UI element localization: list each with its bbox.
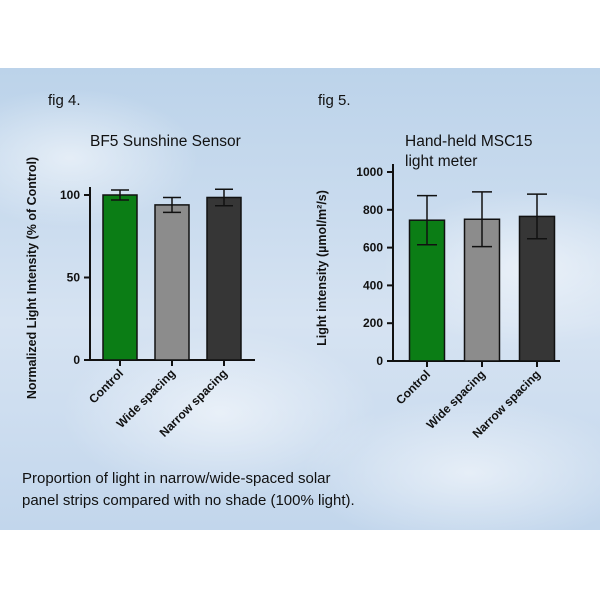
chart2-y-tick-label: 400 bbox=[363, 278, 383, 292]
chart2-y-tick-label: 200 bbox=[363, 316, 383, 330]
chart2-y-axis-label: Light intensity (µmol/m²/s) bbox=[315, 190, 329, 346]
chart1-title: BF5 Sunshine Sensor bbox=[90, 133, 241, 150]
chart2-bar bbox=[518, 215, 556, 362]
chart1-y-tick-label: 50 bbox=[67, 271, 81, 285]
background-cloud bbox=[300, 398, 600, 530]
chart1-bar bbox=[154, 204, 190, 361]
chart1-y-tick-label: 0 bbox=[73, 353, 80, 367]
chart2-y-tick-label: 0 bbox=[376, 354, 383, 368]
chart2-y-tick-label: 600 bbox=[363, 241, 383, 255]
chart2-category-label: Control bbox=[393, 367, 433, 407]
chart2-title-line1: Hand-held MSC15 bbox=[405, 133, 533, 150]
chart2-y-tick-label: 800 bbox=[363, 203, 383, 217]
fig5-label: fig 5. bbox=[318, 92, 351, 109]
chart1-y-tick-label: 100 bbox=[60, 188, 80, 202]
caption-line-2: panel strips compared with no shade (100… bbox=[22, 492, 355, 509]
caption-line-1: Proportion of light in narrow/wide-space… bbox=[22, 470, 331, 487]
chart2-title-line2: light meter bbox=[405, 153, 478, 170]
chart2-y-tick-label: 1000 bbox=[356, 165, 383, 179]
fig4-label: fig 4. bbox=[48, 92, 81, 109]
chart2-title: Hand-held MSC15 light meter bbox=[405, 132, 533, 172]
figure-caption: Proportion of light in narrow/wide-space… bbox=[22, 468, 582, 512]
chart1-y-axis-label: Normalized Light Intensity (% of Control… bbox=[25, 157, 39, 399]
